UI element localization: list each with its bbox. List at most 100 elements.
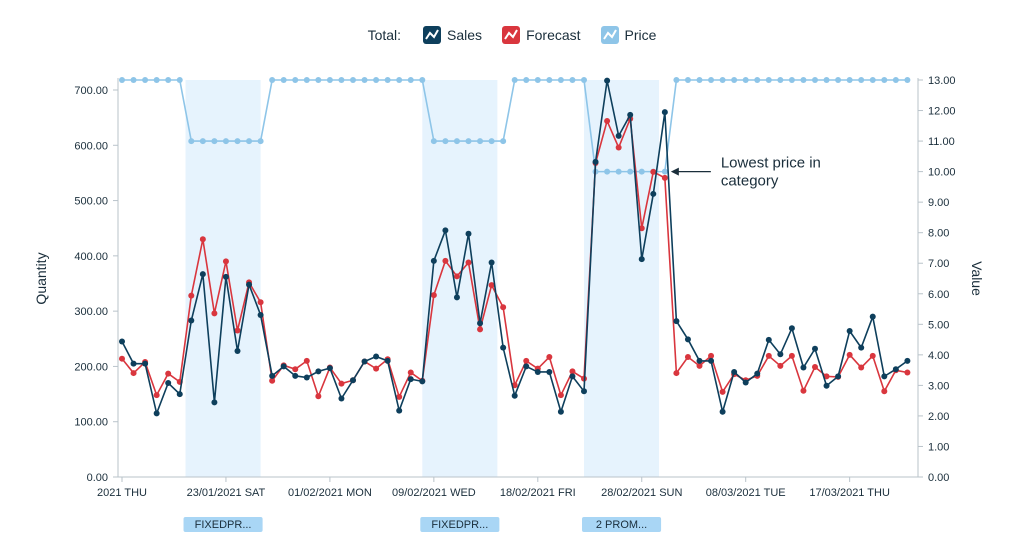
sales-point[interactable] xyxy=(627,111,634,118)
price-point[interactable] xyxy=(500,138,507,145)
forecast-point[interactable] xyxy=(661,174,668,181)
price-point[interactable] xyxy=(222,138,229,145)
forecast-point[interactable] xyxy=(477,326,484,333)
price-point[interactable] xyxy=(419,77,426,83)
sales-point[interactable] xyxy=(823,382,830,389)
forecast-point[interactable] xyxy=(315,393,322,400)
forecast-point[interactable] xyxy=(696,362,703,369)
forecast-point[interactable] xyxy=(777,362,784,369)
price-point[interactable] xyxy=(384,77,391,83)
forecast-point[interactable] xyxy=(569,368,576,375)
sales-point[interactable] xyxy=(615,132,622,139)
sales-point[interactable] xyxy=(500,344,507,351)
forecast-point[interactable] xyxy=(130,370,137,377)
forecast-point[interactable] xyxy=(684,354,691,361)
forecast-point[interactable] xyxy=(615,144,622,151)
sales-point[interactable] xyxy=(477,320,484,327)
price-point[interactable] xyxy=(280,77,287,83)
sales-point[interactable] xyxy=(119,338,125,345)
sales-point[interactable] xyxy=(511,392,518,399)
sales-point[interactable] xyxy=(199,271,206,278)
forecast-point[interactable] xyxy=(788,352,795,359)
sales-point[interactable] xyxy=(430,257,437,264)
price-point[interactable] xyxy=(557,77,564,83)
price-point[interactable] xyxy=(430,138,437,145)
sales-point[interactable] xyxy=(246,281,253,288)
forecast-point[interactable] xyxy=(638,225,645,232)
forecast-point[interactable] xyxy=(812,363,818,370)
sales-point[interactable] xyxy=(904,357,911,364)
forecast-point[interactable] xyxy=(222,258,229,265)
forecast-point[interactable] xyxy=(719,388,726,395)
sales-point[interactable] xyxy=(754,370,761,377)
forecast-point[interactable] xyxy=(673,370,680,377)
sales-point[interactable] xyxy=(269,372,276,379)
sales-point[interactable] xyxy=(523,363,530,370)
sales-point[interactable] xyxy=(188,317,195,324)
forecast-point[interactable] xyxy=(604,117,611,124)
sales-point[interactable] xyxy=(130,360,137,367)
forecast-point[interactable] xyxy=(823,373,830,380)
forecast-point[interactable] xyxy=(119,355,125,362)
legend-item-sales[interactable]: Sales xyxy=(423,26,482,44)
sales-point[interactable] xyxy=(696,357,703,364)
price-point[interactable] xyxy=(869,77,876,83)
legend-item-price[interactable]: Price xyxy=(600,26,656,44)
price-point[interactable] xyxy=(534,77,541,83)
sales-point[interactable] xyxy=(303,374,310,381)
sales-point[interactable] xyxy=(604,77,611,84)
price-point[interactable] xyxy=(731,77,738,83)
price-point[interactable] xyxy=(373,77,380,83)
price-point[interactable] xyxy=(684,77,691,83)
sales-point[interactable] xyxy=(638,256,645,263)
price-point[interactable] xyxy=(719,77,726,83)
price-point[interactable] xyxy=(696,77,703,83)
sales-point[interactable] xyxy=(661,109,668,116)
price-point[interactable] xyxy=(904,77,911,83)
forecast-point[interactable] xyxy=(153,392,160,399)
price-point[interactable] xyxy=(153,77,160,83)
price-point[interactable] xyxy=(604,168,611,175)
price-point[interactable] xyxy=(881,77,888,83)
price-point[interactable] xyxy=(569,77,576,83)
price-point[interactable] xyxy=(627,168,634,175)
price-point[interactable] xyxy=(892,77,899,83)
promo-band-label-chip[interactable] xyxy=(420,517,500,532)
price-point[interactable] xyxy=(453,138,460,145)
price-point[interactable] xyxy=(788,77,795,83)
price-point[interactable] xyxy=(211,138,218,145)
sales-point[interactable] xyxy=(546,368,553,375)
forecast-point[interactable] xyxy=(211,310,218,317)
sales-point[interactable] xyxy=(592,158,599,165)
sales-point[interactable] xyxy=(350,377,356,384)
promo-band-label-chip[interactable] xyxy=(582,517,662,532)
forecast-point[interactable] xyxy=(650,168,657,175)
sales-point[interactable] xyxy=(673,318,680,325)
forecast-point[interactable] xyxy=(234,327,241,334)
promo-band-label-chip[interactable] xyxy=(183,517,263,532)
forecast-point[interactable] xyxy=(442,257,449,264)
price-point[interactable] xyxy=(488,138,495,145)
sales-point[interactable] xyxy=(165,380,172,387)
forecast-point[interactable] xyxy=(188,292,195,299)
sales-point[interactable] xyxy=(788,325,795,332)
sales-point[interactable] xyxy=(292,372,299,379)
price-point[interactable] xyxy=(350,77,356,83)
sales-point[interactable] xyxy=(396,407,403,414)
sales-point[interactable] xyxy=(338,395,345,402)
price-point[interactable] xyxy=(338,77,345,83)
forecast-point[interactable] xyxy=(846,351,853,358)
price-point[interactable] xyxy=(303,77,310,83)
forecast-point[interactable] xyxy=(430,292,437,299)
sales-point[interactable] xyxy=(153,410,160,417)
forecast-point[interactable] xyxy=(303,357,310,364)
forecast-point[interactable] xyxy=(904,369,911,376)
sales-point[interactable] xyxy=(222,273,229,280)
price-point[interactable] xyxy=(315,77,322,83)
forecast-point[interactable] xyxy=(800,387,807,394)
sales-point[interactable] xyxy=(858,344,865,351)
sales-point[interactable] xyxy=(869,313,876,320)
sales-point[interactable] xyxy=(708,357,715,364)
price-point[interactable] xyxy=(292,77,299,83)
forecast-point[interactable] xyxy=(708,352,715,359)
